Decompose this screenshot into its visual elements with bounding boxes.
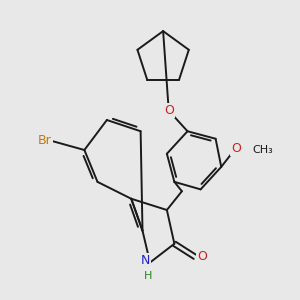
Text: O: O [197,250,207,263]
Text: N: N [141,254,150,267]
Text: O: O [164,104,174,117]
Text: O: O [231,142,241,154]
Text: H: H [144,271,152,281]
Text: CH₃: CH₃ [252,145,273,155]
Text: Br: Br [38,134,52,147]
